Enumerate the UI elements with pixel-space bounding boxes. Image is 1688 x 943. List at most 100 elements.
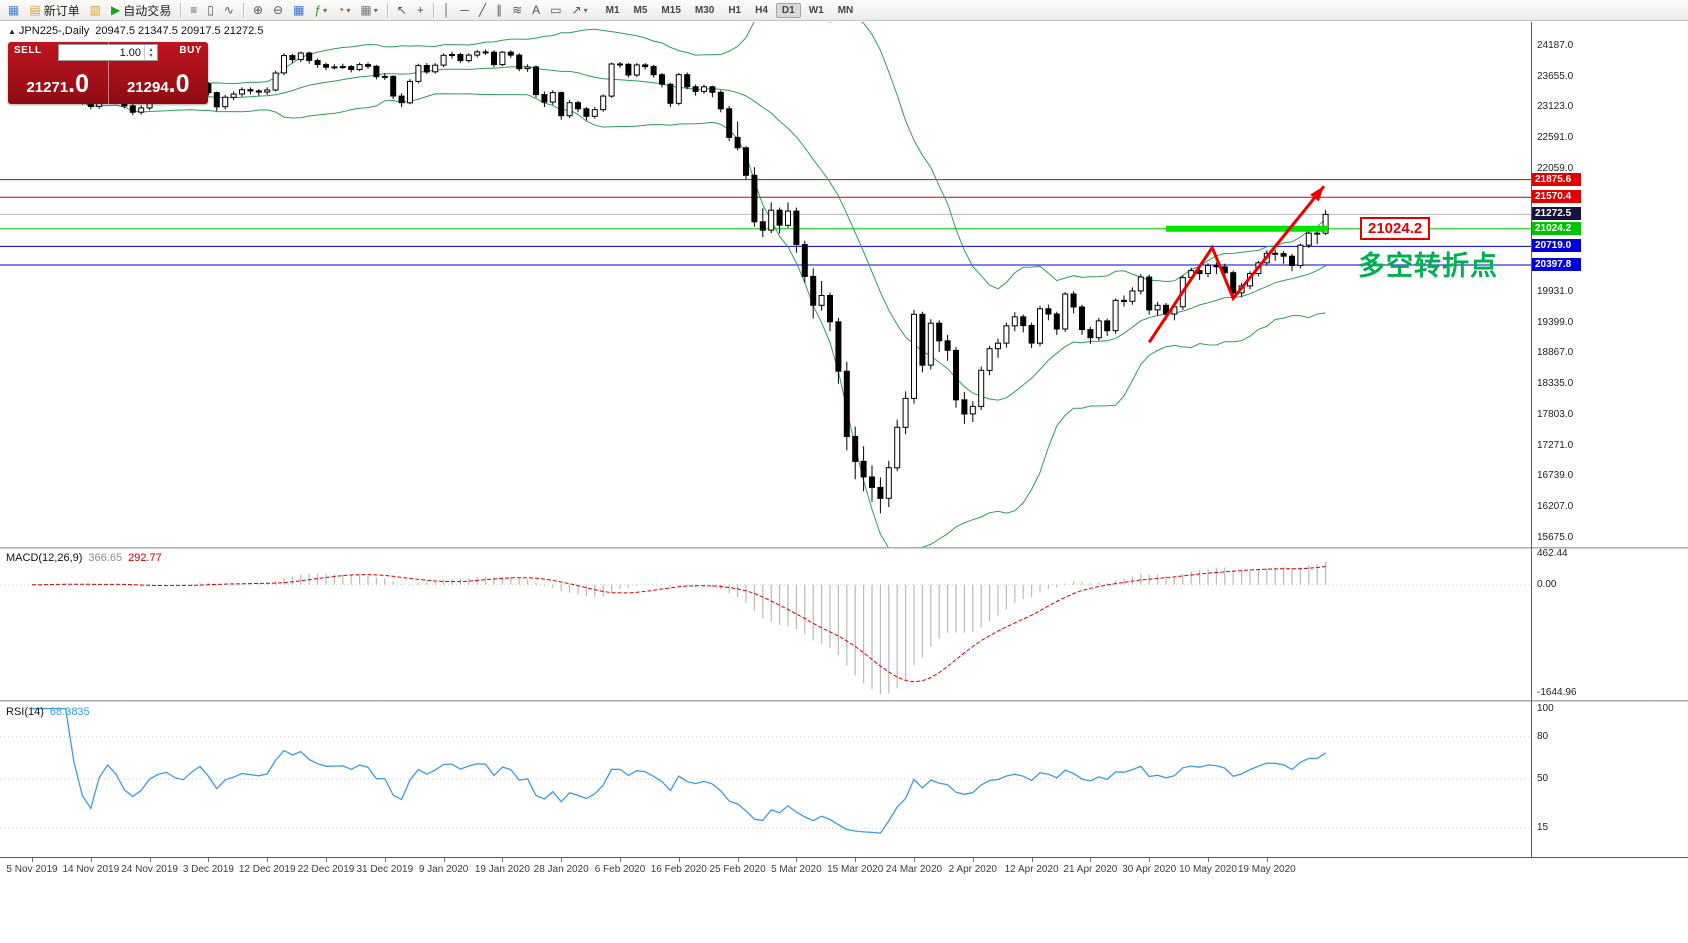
y-axis-tick: 16739.0: [1537, 470, 1574, 482]
price-axis-border: [1531, 22, 1532, 857]
spin-up-icon[interactable]: ▴: [149, 46, 153, 53]
channel-button[interactable]: ∥: [492, 1, 506, 20]
bar-chart-button[interactable]: ≡: [186, 1, 201, 20]
fibonacci-button[interactable]: ≋: [508, 1, 526, 20]
volume-spinner[interactable]: 1.00 ▴ ▾: [58, 44, 158, 61]
timeframe-mn[interactable]: MN: [837, 4, 854, 16]
time-axis-label: 15 Mar 2020: [827, 864, 884, 875]
cursor-button[interactable]: ↖: [393, 1, 411, 20]
time-axis-label: 22 Dec 2019: [297, 864, 355, 875]
sell-price: 21271.0: [26, 70, 90, 98]
new-order-button-label: 新订单: [43, 3, 80, 18]
autotrade-button[interactable]: ▶ 自动交易: [107, 1, 175, 20]
time-axis-tick: [1266, 858, 1268, 862]
app-icon-button[interactable]: ▦: [4, 1, 23, 20]
price-annotation-box[interactable]: 21024.2: [1360, 217, 1431, 240]
time-axis-label: 31 Dec 2019: [356, 864, 414, 875]
text-button[interactable]: A: [528, 1, 544, 20]
candlestick-chart-button[interactable]: ▯: [203, 1, 218, 20]
timeframe-h4[interactable]: H4: [755, 4, 768, 16]
timeframe-group: M1 M5 M15 M30 H1 H4 D1 W1 MN: [599, 2, 861, 18]
rsi-value: 68.3835: [49, 706, 90, 718]
time-axis-label: 25 Feb 2020: [709, 864, 766, 875]
templates-button[interactable]: ▦ ▾: [356, 1, 381, 20]
time-axis-label: 14 Nov 2019: [62, 864, 120, 875]
timeframe-m1[interactable]: M1: [605, 4, 620, 16]
time-axis-tick: [737, 858, 739, 862]
y-axis-tick: 15675.0: [1537, 531, 1574, 543]
arrows-button[interactable]: ↗ ▾: [568, 1, 592, 20]
time-axis-tick: [1090, 858, 1092, 862]
charts-profile-icon: ▥: [89, 2, 102, 17]
time-axis-tick: [796, 858, 798, 862]
trendline-icon: ╱: [478, 2, 487, 17]
indicators-button[interactable]: ƒ ▾: [310, 1, 331, 20]
channel-icon: ∥: [496, 2, 503, 17]
timeframe-m5[interactable]: M5: [633, 4, 648, 16]
time-axis-tick: [326, 858, 327, 862]
line-chart-icon: ∿: [223, 2, 234, 17]
chart-ohlc: 20947.5 21347.5 20917.5 21272.5: [95, 25, 264, 37]
timeframe-m30[interactable]: M30: [694, 4, 715, 16]
timeframe-d1[interactable]: D1: [775, 2, 801, 18]
y-axis-tick: 22591.0: [1537, 132, 1574, 144]
trendline-button[interactable]: ╱: [475, 1, 490, 20]
volume-spin-buttons[interactable]: ▴ ▾: [144, 45, 157, 60]
y-axis-tick: 19399.0: [1537, 316, 1574, 328]
turning-point-note[interactable]: 多空转折点: [1358, 251, 1498, 281]
app-icon-icon: ▦: [8, 2, 20, 17]
chart-header: ▲ JPN225-,Daily 20947.5 21347.5 20917.5 21…: [8, 25, 263, 37]
timeframe-m15[interactable]: M15: [661, 4, 681, 16]
rsi-panel-divider[interactable]: [0, 700, 1688, 702]
rsi-panel[interactable]: [0, 703, 1531, 855]
symbol-marker-icon: ▲: [8, 27, 16, 36]
time-axis-tick: [384, 858, 386, 862]
time-axis-tick: [443, 858, 445, 862]
rsi-axis-tick: 100: [1537, 702, 1554, 714]
dropdown-caret-icon: ▾: [373, 5, 378, 15]
horizontal-line-button[interactable]: ─: [456, 1, 473, 20]
macd-axis-tick: 462.44: [1537, 548, 1568, 560]
macd-main-value: 366.65: [88, 552, 123, 564]
indicators-icon: ƒ: [314, 2, 322, 17]
y-axis-tick: 23123.0: [1537, 101, 1574, 113]
periods-button[interactable]: ◔ ▾: [333, 1, 354, 20]
new-order-button[interactable]: ▤ 新订单: [25, 1, 83, 20]
macd-panel[interactable]: [0, 550, 1531, 700]
new-order-icon: ▤: [29, 2, 41, 17]
time-axis-tick: [502, 858, 504, 862]
zoom-in-button[interactable]: ⊕: [249, 1, 267, 20]
time-axis-border: [0, 857, 1688, 858]
charts-profile-button[interactable]: ▥: [86, 1, 105, 20]
crosshair-button[interactable]: +: [413, 1, 428, 20]
y-axis-tick: 23655.0: [1537, 70, 1574, 82]
buy-label: BUY: [179, 45, 202, 56]
zoom-out-button[interactable]: ⊖: [269, 1, 287, 20]
zoom-in-icon: ⊕: [252, 2, 264, 17]
line-chart-button[interactable]: ∿: [220, 1, 238, 20]
label-button[interactable]: ▭: [546, 1, 565, 20]
timeframe-w1[interactable]: W1: [808, 4, 824, 16]
horizontal-line-icon: ─: [460, 2, 469, 17]
one-click-trading-panel: SELL 21271.0 BUY 21294.0 1.00 ▴ ▾: [8, 42, 208, 104]
timeframe-h1[interactable]: H1: [728, 4, 742, 16]
main-chart[interactable]: [0, 22, 1531, 547]
macd-label: MACD(12,26,9) 366.65 292.77: [6, 552, 168, 564]
chart-symbol-period: JPN225-,Daily: [18, 25, 90, 37]
text-icon: A: [532, 2, 541, 17]
macd-axis-tick: -1644.96: [1537, 687, 1577, 699]
candlestick-chart-icon: ▯: [207, 2, 214, 17]
tile-windows-button[interactable]: ▦: [289, 1, 308, 20]
y-axis-tick: 18335.0: [1537, 378, 1574, 390]
vertical-line-button[interactable]: │: [439, 1, 455, 20]
time-axis[interactable]: 5 Nov 2019 14 Nov 2019 24 Nov 2019 3 Dec 20…: [0, 858, 1688, 880]
dropdown-caret-icon: ▾: [323, 5, 328, 15]
macd-panel-divider[interactable]: [0, 547, 1688, 549]
sell-label: SELL: [14, 45, 42, 56]
macd-name: MACD(12,26,9): [6, 552, 83, 564]
time-axis-tick: [90, 858, 92, 862]
toolbar-separator: [432, 2, 434, 18]
cursor-icon: ↖: [396, 2, 407, 17]
spin-down-icon[interactable]: ▾: [149, 52, 153, 59]
vertical-line-icon: │: [442, 2, 451, 17]
